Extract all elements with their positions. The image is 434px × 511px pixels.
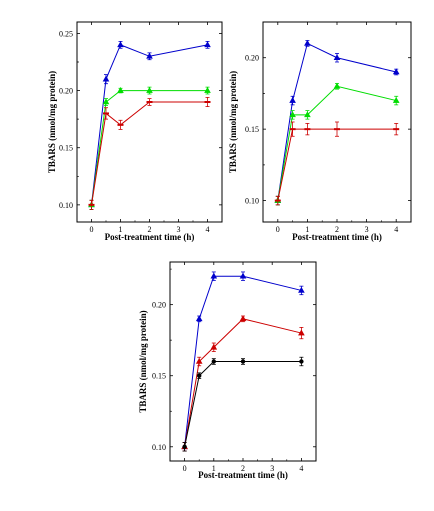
y-axis-label: TBARS (nmol/mg protein) (47, 71, 57, 173)
data-point (146, 52, 153, 59)
data-point (88, 203, 95, 206)
data-point (117, 41, 124, 48)
data-point (117, 86, 124, 93)
y-tick-label: 0.10 (245, 197, 259, 206)
x-tick-label: 1 (305, 225, 309, 234)
x-tick-label: 4 (206, 225, 210, 234)
x-tick-label: 4 (299, 464, 303, 473)
data-point (334, 128, 340, 131)
y-tick-label: 0.10 (152, 443, 166, 452)
x-tick-label: 0 (183, 464, 187, 473)
data-point (195, 357, 203, 364)
series-2 (274, 121, 400, 206)
x-tick-label: 0 (90, 225, 94, 234)
series-line (91, 44, 208, 205)
y-tick-label: 0.15 (152, 372, 166, 381)
data-point (197, 373, 202, 378)
series-2 (182, 356, 304, 452)
data-point (289, 111, 296, 118)
data-point (204, 41, 211, 48)
data-point (210, 343, 218, 350)
data-point (103, 112, 109, 115)
data-point (210, 272, 218, 279)
x-tick-label: 1 (212, 464, 216, 473)
series-line (91, 90, 208, 205)
series-line (277, 85, 397, 201)
data-point (289, 96, 296, 103)
data-point (298, 286, 305, 293)
data-point (304, 128, 311, 131)
data-point (239, 272, 247, 279)
data-point (298, 329, 305, 336)
data-point (204, 101, 211, 103)
data-point (392, 68, 400, 75)
x-axis-label: Post-treatment time (h) (292, 232, 382, 242)
y-tick-label: 0.20 (152, 301, 166, 310)
y-tick-label: 0.20 (245, 54, 259, 63)
y-axis-label: TBARS (nmol/mg protein) (138, 310, 148, 412)
data-point (274, 199, 281, 202)
data-point (333, 82, 341, 89)
data-point (304, 111, 311, 118)
x-tick-label: 2 (335, 225, 339, 234)
data-point (304, 39, 311, 46)
series-line (184, 318, 302, 447)
x-tick-label: 3 (177, 225, 181, 234)
series-2 (88, 97, 211, 210)
data-point (117, 123, 124, 126)
plot-frame (76, 21, 223, 223)
data-point (239, 315, 247, 322)
data-point (146, 86, 153, 93)
data-point (211, 359, 216, 364)
x-tick-label: 3 (270, 464, 274, 473)
data-point (393, 128, 400, 131)
data-point (392, 96, 400, 103)
data-point (240, 359, 246, 364)
chart-panel-top-left: 0 1 2 3 4 0.10 0.15 0.20 0.25 Post-treatment time… (47, 21, 223, 242)
data-point (333, 54, 341, 61)
y-tick-label: 0.15 (245, 125, 259, 134)
data-point (289, 128, 296, 131)
data-point (182, 444, 187, 449)
x-axis-label: Post-treatment time (h) (198, 470, 288, 480)
x-axis-label: Post-treatment time (h) (105, 232, 195, 242)
data-point (204, 86, 211, 93)
chart-panel-top-right: 0 1 2 3 4 0.10 0.15 0.20 Post-treatment time (h)… (228, 21, 412, 242)
data-point (195, 315, 203, 322)
y-tick-label: 0.20 (59, 87, 73, 96)
y-tick-label: 0.25 (59, 29, 73, 38)
series-0 (88, 41, 211, 210)
series-line (91, 101, 208, 205)
x-tick-label: 2 (241, 464, 245, 473)
x-tick-label: 0 (276, 225, 280, 234)
data-point (299, 359, 304, 364)
series-line (184, 361, 302, 447)
x-tick-label: 2 (148, 225, 152, 234)
x-tick-label: 3 (365, 225, 369, 234)
x-tick-label: 1 (119, 225, 123, 234)
y-tick-label: 0.15 (59, 144, 73, 153)
x-tick-label: 4 (394, 225, 398, 234)
y-tick-label: 0.10 (59, 201, 73, 210)
chart-panel-bottom: 0 1 2 3 4 0.10 0.15 0.20 Post-treatment time (h)… (138, 261, 317, 480)
y-axis-label: TBARS (nmol/mg protein) (228, 71, 238, 173)
series-line (277, 128, 397, 201)
data-point (102, 98, 110, 105)
data-point (146, 101, 153, 103)
data-point (102, 75, 110, 82)
series-1 (181, 315, 305, 452)
